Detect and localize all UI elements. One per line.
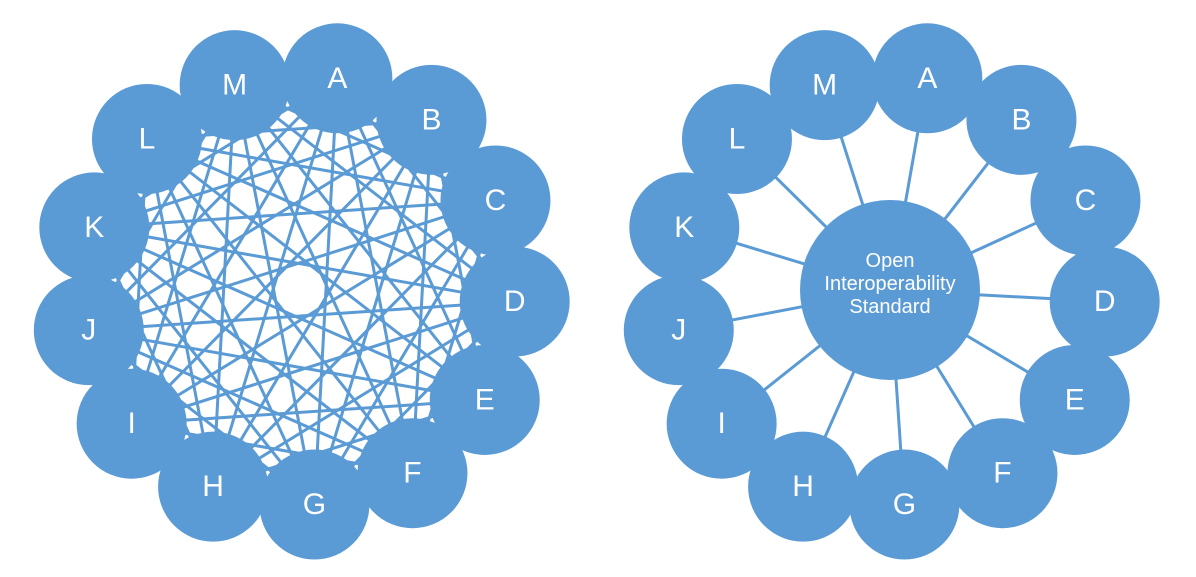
node-label-f: F — [403, 457, 421, 490]
node-label-j: J — [671, 314, 686, 347]
right-diagram: OpenInteroperabilityStandard A B C D E F G H I J K L… — [624, 23, 1160, 559]
node-label-a: A — [327, 62, 347, 95]
node-label-g: G — [893, 488, 916, 521]
node-label-k: K — [84, 211, 104, 244]
mesh-edge — [147, 139, 413, 473]
diagram-canvas: ABCDEFGHIJKLMOpenInteroperabilityStandar… — [0, 0, 1196, 577]
hub-label-line: Open — [866, 250, 915, 272]
left-nodes: A B C D E F G H I J K L M — [34, 23, 570, 559]
node-label-m: M — [812, 69, 837, 102]
node-label-h: H — [202, 470, 224, 503]
node-label-l: L — [139, 122, 156, 155]
node-label-e: E — [475, 383, 495, 416]
node-label-i: I — [127, 407, 135, 440]
node-label-d: D — [1094, 285, 1116, 318]
node-label-j: J — [81, 314, 96, 347]
hub-label-line: Interoperability — [824, 273, 955, 295]
node-label-b: B — [1011, 103, 1031, 136]
node-label-d: D — [504, 285, 526, 318]
mesh-edge — [147, 139, 485, 400]
node-label-g: G — [303, 488, 326, 521]
node-label-c: C — [485, 184, 507, 217]
node-label-c: C — [1075, 184, 1097, 217]
node-label-b: B — [421, 103, 441, 136]
node-label-f: F — [993, 457, 1011, 490]
node-label-h: H — [792, 470, 814, 503]
node-label-m: M — [222, 69, 247, 102]
node-label-k: K — [674, 211, 694, 244]
node-label-a: A — [917, 62, 937, 95]
left-diagram: A B C D E F G H I J K L M — [34, 23, 570, 559]
node-label-i: I — [717, 407, 725, 440]
hub-label-line: Standard — [849, 296, 930, 318]
node-label-e: E — [1065, 383, 1085, 416]
node-label-l: L — [729, 122, 746, 155]
